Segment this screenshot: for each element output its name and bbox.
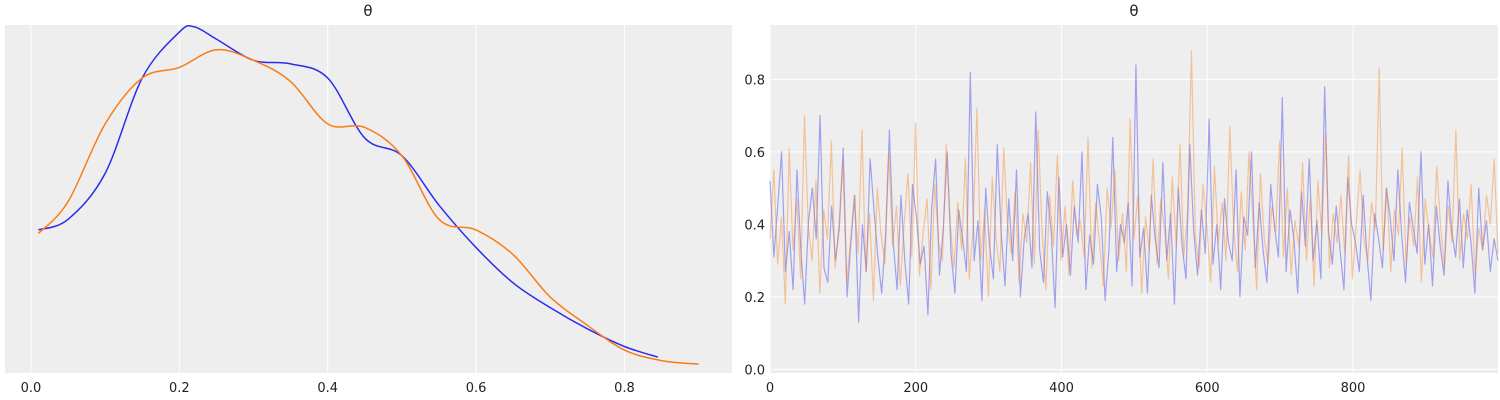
y-tick-label: 0.0 (744, 363, 765, 378)
trace-series-2-line (769, 49, 1499, 305)
trace-series-1-line (769, 64, 1499, 323)
x-tick-label: 800 (1341, 381, 1366, 396)
kde-x-tick-labels: 0.0 0.2 0.4 0.6 0.8 (21, 381, 635, 396)
trace-title: θ (1129, 2, 1138, 20)
x-tick-label: 600 (1195, 381, 1220, 396)
kde-series-1-line (38, 24, 659, 358)
x-tick-label: 0.4 (317, 381, 338, 396)
x-tick-label: 0.8 (614, 381, 635, 396)
x-tick-label: 400 (1049, 381, 1074, 396)
kde-series-lines (37, 24, 699, 365)
x-tick-label: 0 (766, 381, 774, 396)
trace-series-lines (769, 49, 1499, 323)
kde-panel: 0.0 0.2 0.4 0.6 0.8 θ (5, 2, 732, 396)
x-tick-label: 0.2 (169, 381, 190, 396)
trace-gridlines (769, 25, 1498, 373)
x-tick-label: 200 (903, 381, 928, 396)
kde-title: θ (363, 2, 372, 20)
y-tick-label: 0.8 (744, 73, 765, 88)
trace-y-tick-labels: 0.0 0.2 0.4 0.6 0.8 (744, 73, 765, 378)
kde-series-2-line (37, 48, 699, 365)
x-tick-label: 0.0 (21, 381, 42, 396)
trace-panel: 0 200 400 600 800 0.0 0.2 0.4 0.6 0.8 θ (744, 2, 1499, 396)
x-tick-label: 0.6 (466, 381, 487, 396)
y-tick-label: 0.2 (744, 291, 765, 306)
kde-gridlines (30, 25, 625, 373)
y-tick-label: 0.4 (744, 218, 765, 233)
kde-plot-area (5, 25, 732, 373)
y-tick-label: 0.6 (744, 146, 765, 161)
trace-x-tick-labels: 0 200 400 600 800 (766, 381, 1366, 396)
trace-plot-area (770, 25, 1498, 373)
